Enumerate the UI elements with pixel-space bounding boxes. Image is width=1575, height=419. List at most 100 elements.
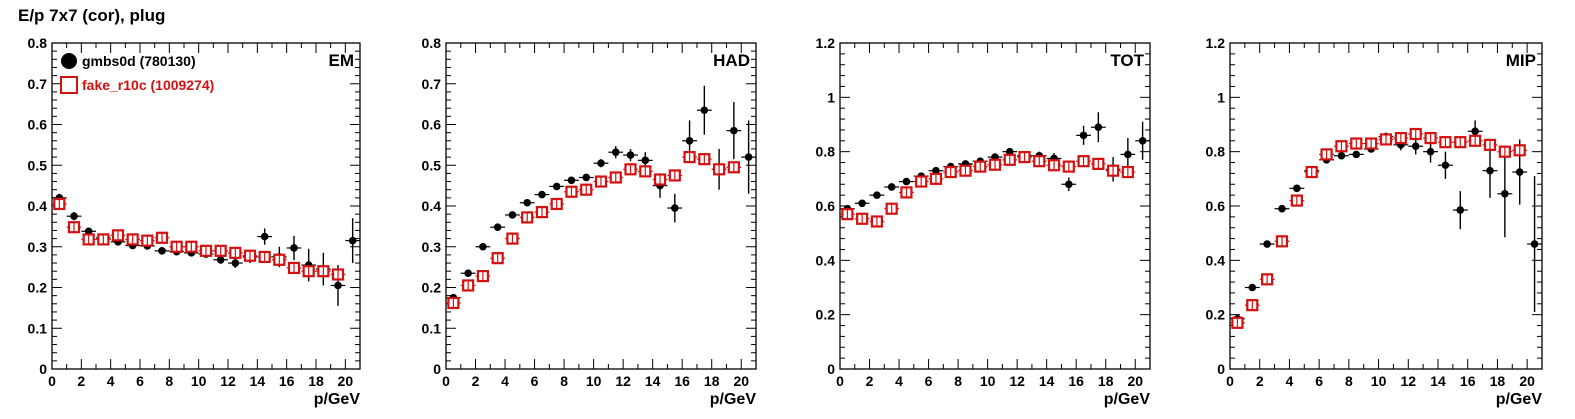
data-point-a (1248, 283, 1257, 292)
x-tick-label: 8 (954, 373, 962, 389)
x-tick-label: 18 (308, 373, 324, 389)
panel-em: 0 2 4 6 8 10 12 14 16 18 20 0 0.1 0.2 0.3 0.4 0.5 0.6 0.7 0… (28, 35, 361, 408)
y-tick-label: 0.8 (816, 144, 836, 160)
panel-label: EM (329, 51, 355, 70)
x-axis-label: p/GeV (710, 391, 757, 408)
legend-label: fake_r10c (1009274) (82, 77, 214, 93)
data-point-a (1138, 137, 1147, 145)
y-tick-label: 1.2 (816, 35, 836, 51)
y-tick-label: 0 (433, 361, 441, 377)
data-point-a (523, 198, 531, 207)
data-point-a (1005, 147, 1014, 156)
y-tick-label: 0.6 (28, 117, 48, 133)
x-tick-label: 12 (1009, 373, 1025, 389)
x-tick-label: 16 (1460, 373, 1476, 389)
y-tick-label: 0.2 (28, 280, 48, 296)
x-tick-label: 2 (866, 373, 874, 389)
x-tick-label: 20 (1127, 373, 1143, 389)
y-tick-label: 0.8 (1206, 144, 1226, 160)
x-tick-label: 8 (165, 373, 173, 389)
x-tick-label: 20 (1519, 373, 1535, 389)
legend-label: gmbs0d (780130) (82, 53, 196, 69)
plot-frame (445, 42, 757, 370)
x-tick-label: 14 (250, 373, 266, 389)
x-tick-label: 14 (1430, 373, 1446, 389)
panel-label: MIP (1506, 51, 1536, 70)
y-tick-label: 0.4 (28, 198, 48, 214)
panel-tot: 0 2 4 6 8 10 12 14 16 18 20 0 0.2 0.4 0.6 0.8 1 1.2 p/GeV T… (816, 35, 1151, 408)
data-point-a (1426, 147, 1435, 156)
data-point-a (567, 176, 576, 185)
data-point-a (1411, 142, 1420, 151)
x-tick-label: 0 (442, 373, 450, 389)
y-tick-label: 0.8 (422, 35, 442, 51)
x-tick-label: 18 (1098, 373, 1114, 389)
x-tick-label: 0 (48, 373, 56, 389)
data-point-a (873, 191, 881, 199)
x-tick-label: 6 (531, 373, 539, 389)
data-point-a (700, 106, 709, 115)
data-point-a (626, 151, 635, 159)
data-point-a (730, 126, 738, 135)
y-tick-label: 1.2 (1206, 35, 1226, 51)
y-tick-label: 0 (39, 361, 47, 377)
data-point-a (582, 173, 591, 182)
x-tick-label: 18 (704, 373, 720, 389)
data-point-a (1079, 131, 1088, 140)
data-point-a (260, 232, 269, 241)
data-point-a (231, 259, 240, 267)
legend-marker-circle (61, 53, 77, 69)
data-point-a (1094, 123, 1103, 132)
y-tick-label: 0.1 (28, 320, 48, 336)
data-point-a (887, 183, 896, 191)
data-point-a (858, 199, 866, 208)
data-point-a (641, 156, 650, 165)
data-point-a (685, 137, 694, 145)
y-tick-label: 0.4 (816, 252, 836, 268)
data-point-a (932, 166, 940, 175)
x-axis-label: p/GeV (314, 391, 361, 408)
panel-label: HAD (713, 51, 750, 70)
data-point-a (1278, 204, 1286, 213)
data-point-a (597, 159, 605, 168)
y-tick-label: 1 (827, 89, 835, 105)
x-tick-label: 4 (501, 373, 509, 389)
data-point-a (158, 247, 166, 255)
data-point-a (611, 148, 620, 157)
data-point-a (538, 190, 546, 199)
data-point-a (348, 236, 357, 245)
data-point-a (1293, 184, 1301, 193)
x-tick-label: 4 (1286, 373, 1294, 389)
x-tick-label: 18 (1490, 373, 1506, 389)
plot-frame (1229, 42, 1543, 370)
x-tick-label: 16 (674, 373, 690, 389)
data-point-a (216, 255, 225, 264)
data-point-a (1352, 150, 1361, 159)
data-point-a (671, 204, 679, 212)
data-point-a (1263, 240, 1271, 248)
x-tick-label: 6 (925, 373, 933, 389)
x-tick-label: 6 (136, 373, 144, 389)
data-point-a (1065, 180, 1073, 189)
y-tick-label: 0.2 (816, 307, 836, 323)
x-tick-label: 12 (1400, 373, 1416, 389)
y-tick-label: 0 (827, 361, 835, 377)
y-tick-label: 0.5 (422, 157, 442, 173)
y-tick-label: 0.2 (1206, 307, 1226, 323)
y-tick-label: 0.6 (816, 198, 836, 214)
data-point-a (1486, 166, 1494, 175)
data-point-a (493, 223, 502, 231)
data-point-a (1515, 168, 1524, 176)
data-point-a (1337, 151, 1346, 160)
x-tick-label: 10 (980, 373, 996, 389)
x-tick-label: 8 (560, 373, 568, 389)
data-point-a (84, 227, 93, 236)
x-tick-label: 12 (615, 373, 631, 389)
data-point-a (1124, 150, 1132, 159)
y-tick-label: 0.6 (1206, 198, 1226, 214)
data-point-a (1501, 189, 1509, 198)
y-tick-label: 0 (1217, 361, 1225, 377)
data-point-a (464, 269, 472, 278)
x-tick-label: 10 (586, 373, 602, 389)
data-point-a (1441, 161, 1450, 170)
